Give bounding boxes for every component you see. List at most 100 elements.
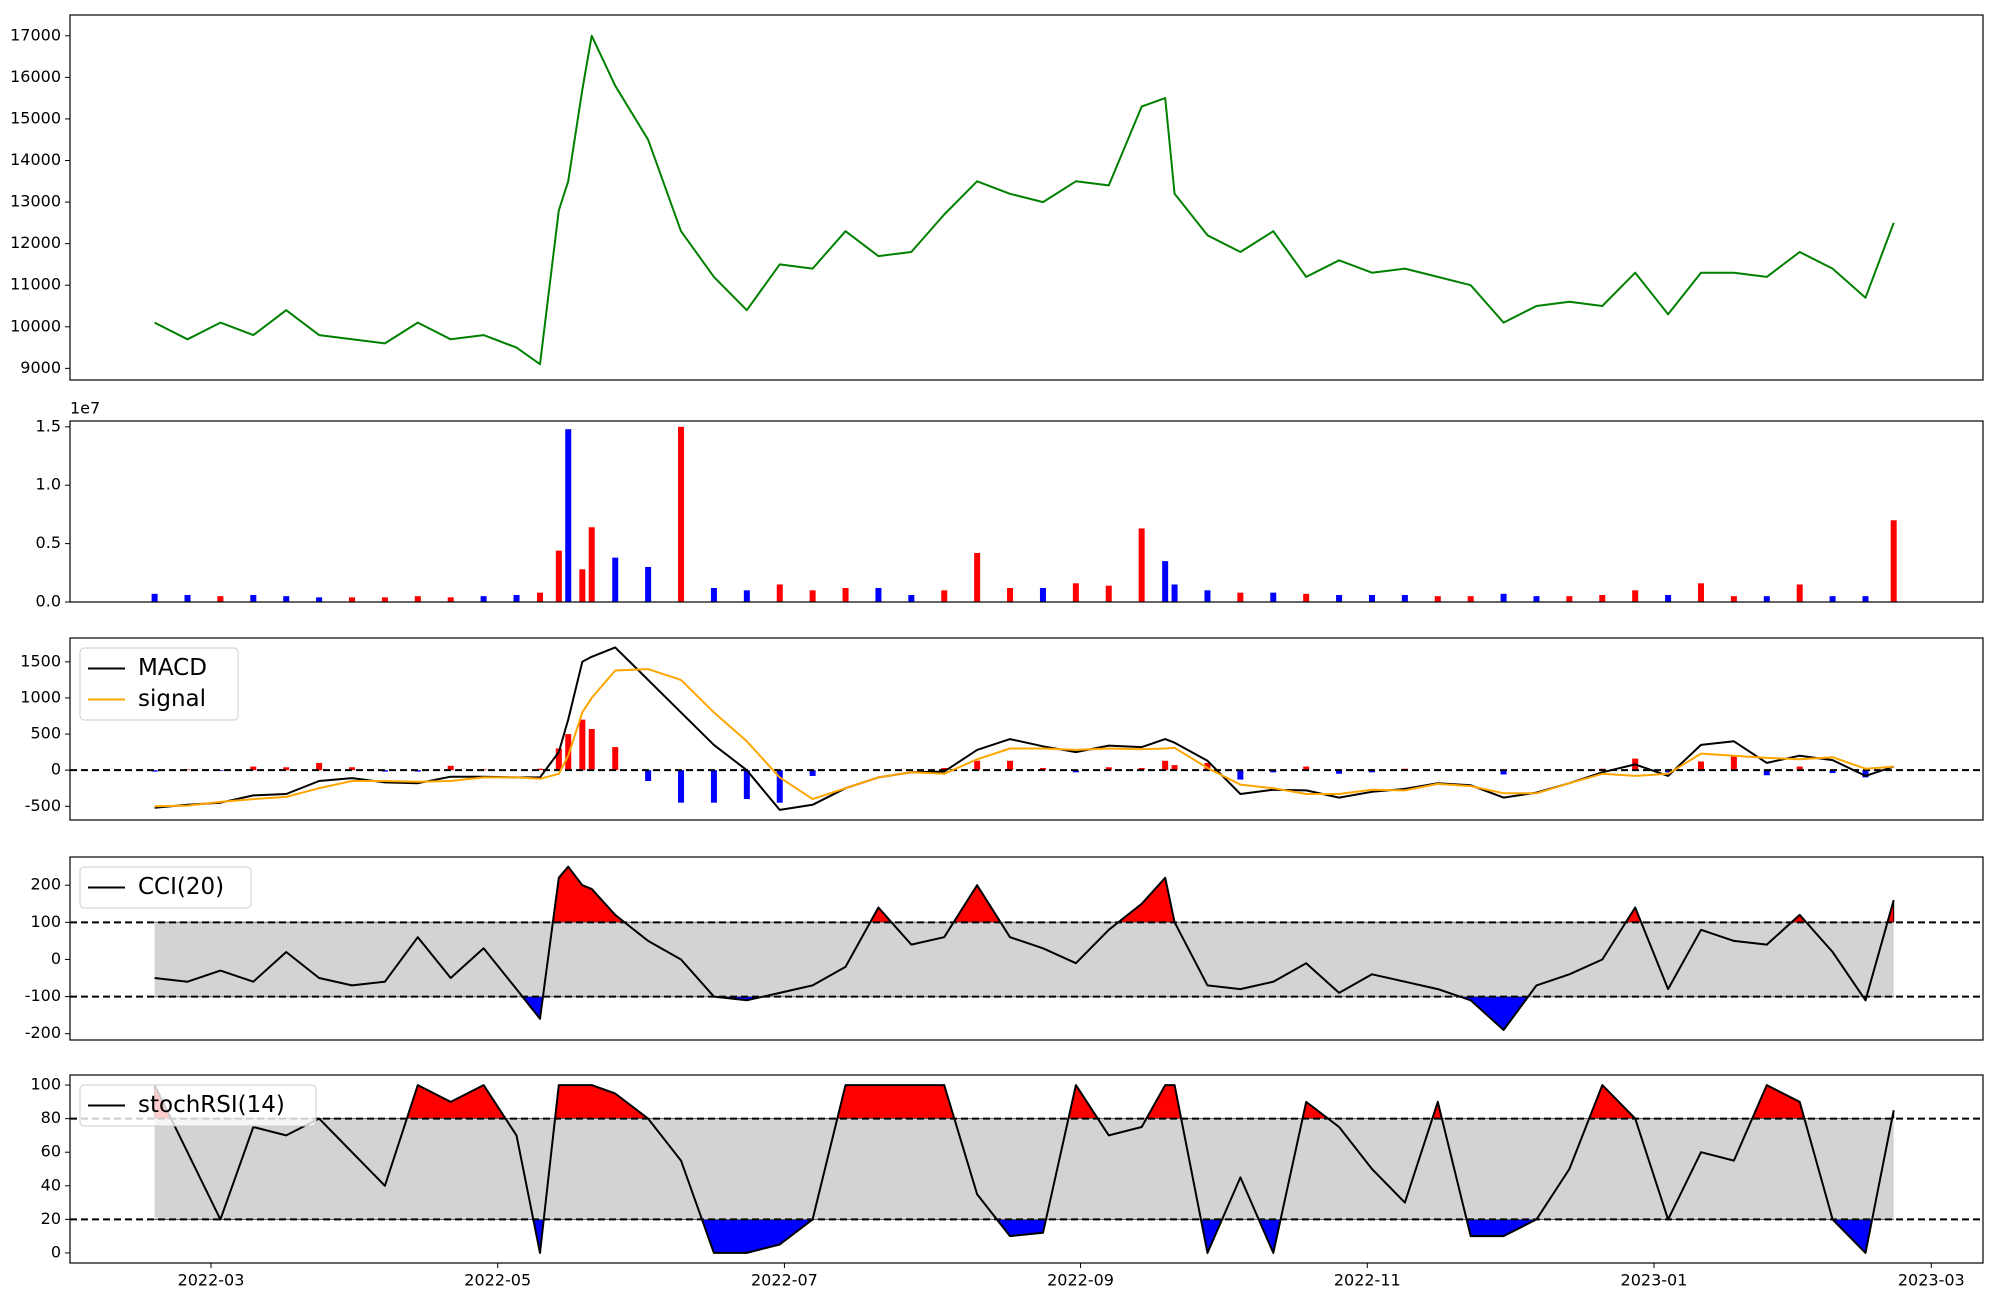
y-tick-label: 80	[41, 1108, 61, 1127]
histogram-bar	[678, 770, 685, 803]
panel: -500 0 500 1000 1500 MACD signal	[20, 637, 1984, 821]
histogram-bar	[1665, 770, 1672, 773]
neutral-band	[154, 1118, 1894, 1220]
volume-bar	[1434, 596, 1441, 602]
panel-frame	[69, 1074, 1984, 1264]
histogram-bar	[974, 760, 981, 771]
histogram-bar	[250, 766, 257, 771]
volume-bar	[776, 584, 783, 602]
volume-bar	[710, 587, 717, 602]
volume-bar	[283, 596, 290, 602]
y-tick-label: 17000	[10, 25, 61, 44]
volume-bar	[349, 597, 356, 602]
y-tick-label: 60	[41, 1142, 61, 1161]
legend-label: stochRSI(14)	[138, 1092, 285, 1118]
x-tick-label: 2022-05	[464, 1271, 531, 1290]
volume-bar	[1796, 584, 1803, 602]
histogram-bar	[1303, 766, 1310, 771]
volume-bar	[743, 590, 750, 602]
panel-frame	[69, 14, 1984, 381]
volume-bar	[513, 594, 520, 602]
volume-bar	[151, 593, 158, 602]
panel: 9000 10000 11000 12000 13000 14000 15000 16000 1…	[10, 14, 1984, 381]
y-tick-label: 0	[51, 760, 61, 779]
histogram-bar	[1072, 770, 1079, 773]
series-line	[154, 668, 1894, 808]
x-tick-label: 2023-03	[1898, 1271, 1965, 1290]
histogram-bar	[1368, 770, 1375, 773]
histogram-bar	[1138, 768, 1145, 771]
volume-bar	[1072, 583, 1079, 602]
histogram-bar	[447, 765, 454, 771]
volume-bar	[1730, 596, 1737, 602]
neutral-band	[154, 922, 1894, 997]
histogram-bar	[1730, 755, 1737, 771]
histogram-bar	[645, 770, 652, 781]
series-line	[154, 34, 1895, 366]
panel-frame	[69, 420, 1984, 603]
volume-bar	[250, 594, 257, 602]
volume-bar	[537, 592, 544, 602]
volume-bar	[1007, 587, 1014, 602]
y-tick-label: 100	[30, 912, 61, 931]
series-line	[153, 1084, 1895, 1254]
volume-bar	[1368, 594, 1375, 602]
series-line	[154, 865, 1895, 1031]
y-tick-label: 500	[30, 724, 61, 743]
histogram-bar	[151, 770, 158, 772]
volume-bar	[480, 596, 487, 602]
histogram-bar	[1105, 767, 1112, 771]
volume-bar	[447, 597, 454, 602]
volume-bar	[1270, 592, 1277, 602]
x-tick-label: 2022-09	[1047, 1271, 1114, 1290]
y-tick-label: 0	[51, 949, 61, 968]
volume-bar	[1204, 590, 1211, 602]
volume-bar	[1303, 593, 1310, 602]
volume-bar	[1336, 594, 1343, 602]
volume-bar	[645, 566, 652, 602]
histogram-bar	[349, 767, 356, 771]
histogram-bar	[1204, 762, 1211, 771]
volume-bar	[1401, 594, 1408, 602]
y-tick-label: 1000	[20, 687, 61, 706]
x-tick-label: 2022-11	[1334, 1271, 1401, 1290]
histogram-bar	[1796, 766, 1803, 771]
volume-bar	[1890, 520, 1897, 602]
volume-bar	[842, 587, 849, 602]
volume-bar	[1632, 590, 1639, 602]
volume-bar	[678, 426, 685, 602]
y-tick-label: 15000	[10, 108, 61, 127]
legend-label: CCI(20)	[138, 874, 224, 900]
histogram-bar	[555, 748, 562, 771]
histogram-bar	[1763, 770, 1770, 776]
histogram-bar	[1237, 770, 1244, 780]
volume-bar	[217, 596, 224, 602]
histogram-bar	[1697, 761, 1704, 771]
histogram-bar	[316, 762, 323, 771]
volume-bar	[1599, 594, 1606, 602]
volume-bar	[555, 550, 562, 602]
histogram-bar	[1829, 770, 1836, 774]
histogram-bar	[565, 734, 572, 771]
y-tick-label: -100	[25, 986, 61, 1005]
y-tick-label: 16000	[10, 67, 61, 86]
volume-bar	[1763, 596, 1770, 602]
x-tick-label: 2022-03	[178, 1271, 245, 1290]
volume-bar	[1237, 592, 1244, 602]
legend-label: signal	[138, 686, 206, 712]
volume-bar	[1500, 593, 1507, 602]
volume-bar	[941, 590, 948, 602]
y-tick-label: 9000	[20, 358, 61, 377]
volume-bar	[1697, 583, 1704, 602]
volume-bar	[1862, 596, 1869, 602]
panel: -200 -100 0 100 200 CCI(20)	[25, 856, 1984, 1042]
volume-bar	[184, 594, 191, 602]
y-tick-label: 12000	[10, 233, 61, 252]
panel: 0.0 0.5 1.0 1.5 1e7	[36, 399, 1984, 611]
volume-bar	[565, 429, 572, 602]
volume-bar	[875, 587, 882, 602]
histogram-bar	[1336, 770, 1343, 774]
volume-bar	[809, 590, 816, 602]
panel: 0 20 40 60 80 100 stochRSI(14)	[30, 1074, 1984, 1264]
